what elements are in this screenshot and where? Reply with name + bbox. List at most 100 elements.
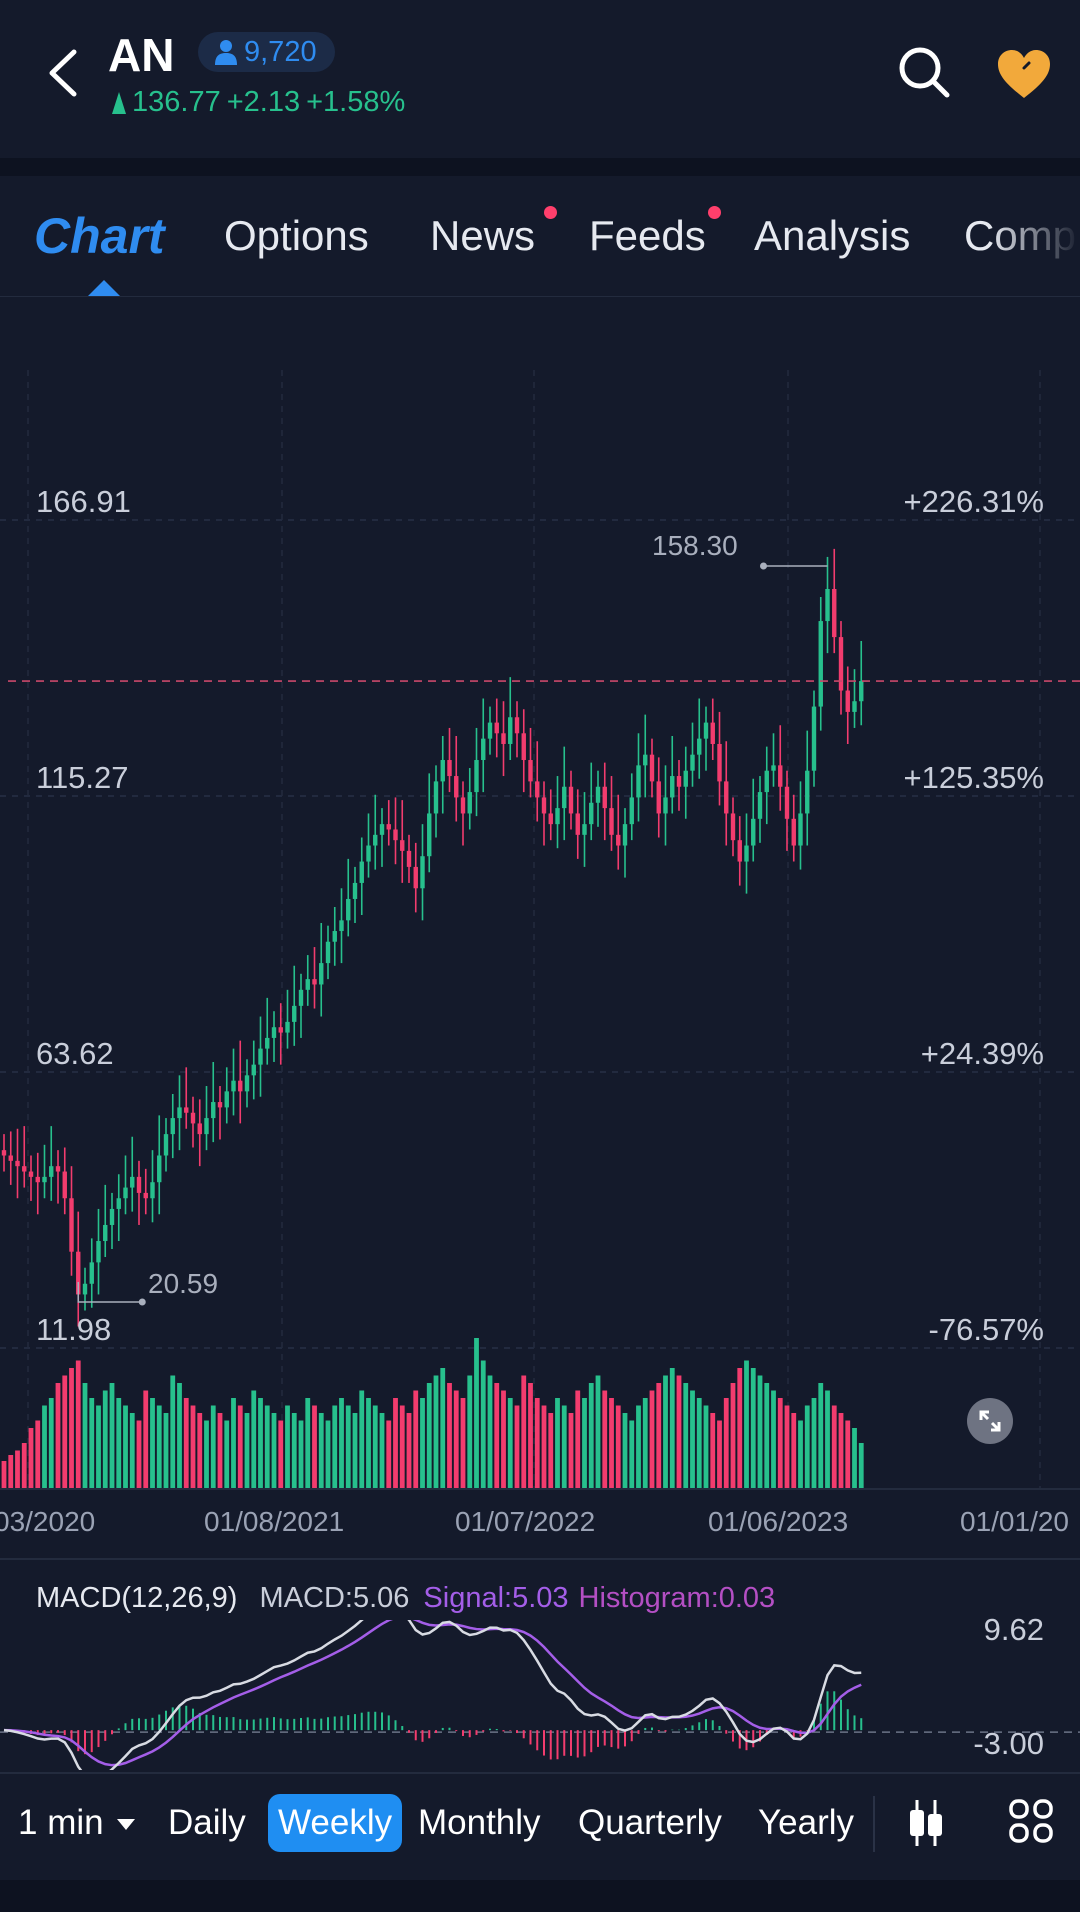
volume-bar xyxy=(339,1398,344,1488)
candle-body xyxy=(481,738,486,761)
candle-body xyxy=(204,1118,209,1135)
candle-body xyxy=(643,754,648,766)
candle-body xyxy=(683,770,688,787)
volume-bar xyxy=(575,1390,581,1488)
candle-body xyxy=(622,824,628,846)
candle-body xyxy=(292,1005,297,1022)
volume-bar xyxy=(285,1405,290,1488)
candle-body xyxy=(211,1102,216,1119)
candle-body xyxy=(609,808,614,835)
bottom-divider xyxy=(0,1772,1080,1774)
last-price: 136.77 xyxy=(132,86,221,118)
search-icon[interactable] xyxy=(896,44,952,100)
favorite-heart-icon[interactable] xyxy=(996,48,1052,100)
price-chart[interactable] xyxy=(0,300,1080,1490)
caret-down-icon xyxy=(117,1818,136,1830)
x-axis-date: 01/08/2021 xyxy=(204,1506,345,1537)
candlestick-type-icon[interactable] xyxy=(906,1798,946,1848)
candle-body xyxy=(55,1166,61,1172)
person-icon xyxy=(215,40,237,65)
tab-analysis-label: Analysis xyxy=(754,212,911,259)
candle-body xyxy=(676,776,682,787)
candle-body xyxy=(487,722,493,739)
candle-body xyxy=(852,701,857,712)
candle-body xyxy=(838,637,844,691)
tab-news[interactable]: News xyxy=(430,176,535,296)
volume-bar xyxy=(656,1383,662,1488)
candle-body xyxy=(730,813,736,841)
volume-bar xyxy=(129,1413,135,1488)
volume-bar xyxy=(271,1413,277,1488)
candle-body xyxy=(325,941,331,964)
volume-bar xyxy=(622,1413,628,1488)
candle-body xyxy=(656,781,661,814)
percent-axis-label: -76.57% xyxy=(928,1312,1044,1347)
candle-body xyxy=(467,792,472,814)
volume-bar xyxy=(143,1390,149,1488)
tab-feeds[interactable]: Feeds xyxy=(589,176,706,296)
volume-bar xyxy=(480,1360,486,1488)
back-arrow-icon[interactable] xyxy=(44,46,84,100)
high-annotation: 158.30 xyxy=(652,530,738,561)
volume-bar xyxy=(534,1398,540,1488)
expand-chart-button[interactable] xyxy=(967,1398,1013,1444)
interval-dropdown[interactable]: 1 min xyxy=(18,1794,136,1852)
candle-body xyxy=(379,824,385,835)
grid-menu-icon[interactable] xyxy=(1008,1798,1054,1844)
tab-news-label: News xyxy=(430,212,536,259)
candle-body xyxy=(170,1118,175,1135)
signal-line xyxy=(3,1620,862,1767)
tab-chart-label: Chart xyxy=(34,208,165,264)
volume-bar xyxy=(325,1420,331,1488)
period-yearly[interactable]: Yearly xyxy=(758,1803,854,1842)
tab-options[interactable]: Options xyxy=(224,176,369,296)
period-monthly[interactable]: Monthly xyxy=(418,1803,541,1842)
followers-badge[interactable]: 9,720 xyxy=(198,32,335,72)
candle-body xyxy=(494,722,499,734)
volume-bar xyxy=(204,1420,209,1488)
news-unread-dot xyxy=(544,206,557,219)
price-axis-label: 11.98 xyxy=(36,1312,112,1347)
candle-body xyxy=(150,1182,155,1199)
tab-analysis[interactable]: Analysis xyxy=(754,176,910,296)
volume-bar xyxy=(791,1413,797,1488)
volume-bar xyxy=(460,1398,466,1488)
volume-bar xyxy=(109,1383,115,1488)
bottom-strip xyxy=(0,1880,1080,1912)
candle-body xyxy=(157,1155,162,1183)
candle-body xyxy=(244,1075,250,1092)
candle-body xyxy=(805,770,810,814)
volume-bar xyxy=(541,1405,547,1488)
macd-chart[interactable] xyxy=(0,1620,1080,1770)
volume-bar xyxy=(359,1390,365,1488)
candle-body xyxy=(42,1176,47,1183)
volume-bar xyxy=(352,1413,358,1488)
candle-body xyxy=(103,1224,108,1242)
candle-body xyxy=(568,786,574,814)
macd-line xyxy=(3,1620,862,1770)
period-weekly[interactable]: Weekly xyxy=(268,1794,403,1852)
volume-bar xyxy=(588,1383,594,1488)
candle-body xyxy=(238,1080,243,1092)
volume-bar xyxy=(548,1413,554,1488)
volume-bar xyxy=(636,1405,641,1488)
candle-body xyxy=(811,706,817,771)
macd-legend: MACD(12,26,9) MACD:5.06 Signal:5.03 Histog… xyxy=(36,1582,789,1615)
candle-body xyxy=(710,722,715,744)
volume-bar xyxy=(1,1461,7,1488)
volume-bar xyxy=(318,1413,324,1488)
tab-chart[interactable]: Chart xyxy=(34,176,165,296)
percent-axis-label: +125.35% xyxy=(903,760,1044,795)
period-daily[interactable]: Daily xyxy=(168,1803,246,1842)
volume-bar xyxy=(379,1413,385,1488)
volume-bar xyxy=(82,1383,88,1488)
volume-bar xyxy=(609,1398,614,1488)
candle-body xyxy=(501,733,506,744)
volume-bar xyxy=(663,1375,668,1488)
candle-body xyxy=(217,1102,223,1108)
candle-body xyxy=(28,1171,34,1177)
period-quarterly[interactable]: Quarterly xyxy=(578,1803,722,1842)
candle-body xyxy=(76,1251,81,1295)
volume-bar xyxy=(501,1390,506,1488)
tab-options-label: Options xyxy=(224,212,369,259)
